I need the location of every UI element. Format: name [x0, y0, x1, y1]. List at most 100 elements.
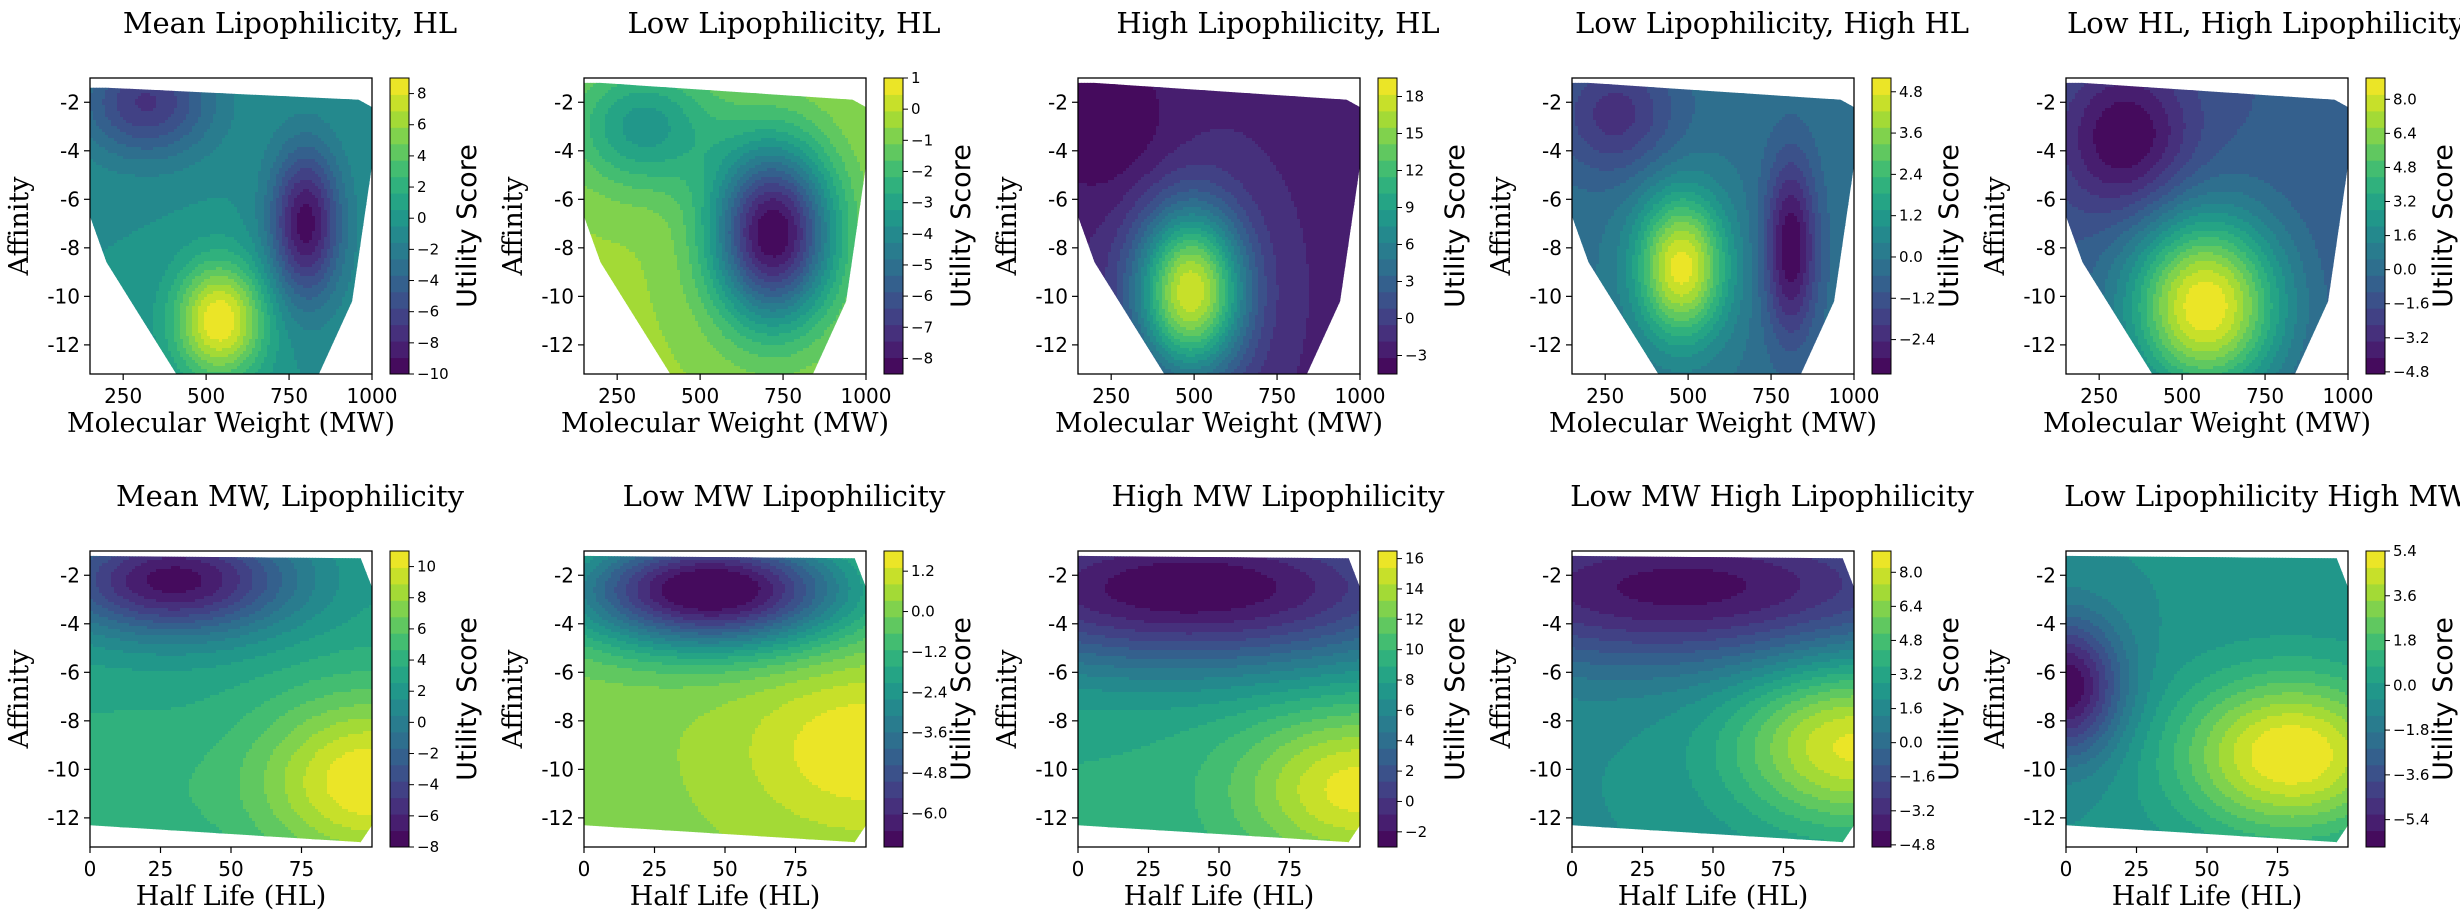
chart-0-cell [165, 84, 169, 88]
chart-0-cell [285, 90, 289, 94]
chart-0-cell [345, 84, 349, 88]
chart-0-cell [162, 87, 166, 91]
chart-0-cell [243, 81, 247, 85]
chart-0-cell [366, 84, 370, 88]
chart-0-cell [102, 81, 106, 85]
chart-0-cell [210, 87, 214, 91]
chart-0-cell [228, 81, 232, 85]
chart-0-cell [183, 84, 187, 88]
chart-0-cell [261, 87, 265, 91]
chart-0-cell [345, 93, 349, 97]
chart-0-cell [276, 87, 280, 91]
chart-0-cell [246, 81, 250, 85]
chart-0-cell [114, 84, 118, 88]
chart-0-cell [240, 87, 244, 91]
chart-0-cell [303, 93, 307, 97]
chart-0-cell [192, 81, 196, 85]
chart-0-cell [177, 84, 181, 88]
chart-0-cell [231, 81, 235, 85]
chart-0-cell [255, 90, 259, 94]
chart-0-cell [240, 84, 244, 88]
chart-0-cell [132, 81, 136, 85]
chart-0-cell [222, 90, 226, 94]
chart-0-cell [252, 87, 256, 91]
chart-0-cell [213, 84, 217, 88]
chart-0-cell [300, 87, 304, 91]
chart-0-cell [357, 90, 361, 94]
chart-0-cell [240, 90, 244, 94]
chart-0-cell [114, 81, 118, 85]
chart-0-cell [357, 93, 361, 97]
chart-0-cell [351, 90, 355, 94]
chart-0-cell [201, 81, 205, 85]
chart-0-cell [354, 87, 358, 91]
chart-0-cell [291, 84, 295, 88]
chart-0-cell [225, 81, 229, 85]
chart-0-cell [237, 90, 241, 94]
chart-0-cell [282, 90, 286, 94]
chart-0-cell [156, 81, 160, 85]
chart-0-cell [336, 84, 340, 88]
chart-0-cell [243, 90, 247, 94]
chart-0-cell [321, 93, 325, 97]
chart-0-cell [363, 87, 367, 91]
chart-0-cell [162, 84, 166, 88]
chart-0-cell [315, 81, 319, 85]
chart-0-cell [339, 90, 343, 94]
chart-0-cell [366, 222, 370, 226]
chart-0-cell [198, 84, 202, 88]
chart-0-cell [156, 87, 160, 91]
chart-0-cell [342, 84, 346, 88]
chart-0-cell [267, 81, 271, 85]
chart-0-cell [330, 87, 334, 91]
chart-0-cell [213, 81, 217, 85]
chart-0-cell [159, 87, 163, 91]
chart-0-cell [267, 84, 271, 88]
chart-0-cell [360, 81, 364, 85]
chart-0-cell [309, 93, 313, 97]
chart-0-cell [318, 87, 322, 91]
chart-0-cell [360, 84, 364, 88]
chart-0-cell [366, 228, 370, 232]
chart-0-cell [300, 81, 304, 85]
chart-0-cell [225, 87, 229, 91]
chart-0-cell [198, 81, 202, 85]
chart-0-cell [303, 87, 307, 91]
chart-0-cell [177, 87, 181, 91]
chart-0-cell [327, 90, 331, 94]
chart-0-cell [318, 93, 322, 97]
chart-0-cell [324, 84, 328, 88]
chart-0-cell [165, 87, 169, 91]
chart-0-cell [297, 93, 301, 97]
chart-0-cell [354, 84, 358, 88]
chart-0-cell [276, 81, 280, 85]
chart-0-cell [363, 225, 367, 229]
chart-0-cell [201, 87, 205, 91]
chart-0-cell [312, 81, 316, 85]
chart-0-cell [267, 87, 271, 91]
chart-0-cell [333, 90, 337, 94]
chart-0-cell [153, 84, 157, 88]
chart-0-cell [276, 84, 280, 88]
chart-0-cell [366, 207, 370, 211]
chart-0-cell [195, 81, 199, 85]
chart-0-cell [297, 84, 301, 88]
chart-0-cell [132, 84, 136, 88]
chart-0-cell [306, 90, 310, 94]
chart-0-cell [294, 81, 298, 85]
chart-0-cell [207, 84, 211, 88]
chart-0-cell [282, 84, 286, 88]
chart-0-cell [159, 84, 163, 88]
chart-0-cell [189, 81, 193, 85]
chart-0-cell [180, 81, 184, 85]
chart-0-cell [312, 90, 316, 94]
chart-0-cell [291, 93, 295, 97]
chart-0-cell [345, 96, 349, 100]
chart-0-cell [288, 81, 292, 85]
chart-0-cell [303, 84, 307, 88]
chart-0-cell [366, 99, 370, 103]
chart-0-cell [366, 90, 370, 94]
chart-0-cell [366, 93, 370, 97]
chart-0-cell [204, 87, 208, 91]
chart-0-cell [315, 84, 319, 88]
